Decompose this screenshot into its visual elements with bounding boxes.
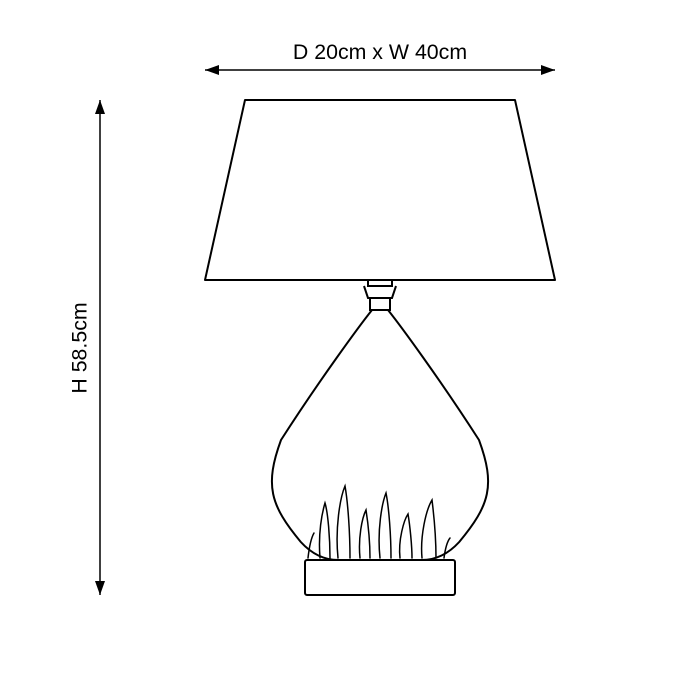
width-dim-arrow-right	[541, 65, 555, 75]
lamp-decor-reed	[379, 493, 391, 558]
lamp-base	[305, 560, 455, 595]
lamp-decor-reed	[319, 503, 330, 558]
lamp-shade	[205, 100, 555, 280]
lamp-decor-reed	[422, 500, 436, 558]
lamp-decor-reed	[359, 510, 370, 558]
height-dim-arrow-top	[95, 100, 105, 114]
height-dim-arrow-bottom	[95, 581, 105, 595]
lamp-neck-top	[368, 280, 392, 286]
lamp-neck-stem	[370, 298, 390, 310]
lamp-decor-reed	[400, 514, 412, 558]
lamp-decor-reed	[308, 533, 314, 558]
lamp-decor-reed	[444, 538, 450, 558]
height-dimension-label: H 58.5cm	[68, 302, 93, 393]
width-dimension-label: D 20cm x W 40cm	[293, 40, 467, 65]
width-dim-arrow-left	[205, 65, 219, 75]
lamp-neck-taper	[364, 286, 396, 298]
lamp-technical-drawing	[0, 0, 700, 700]
diagram-container: H 58.5cm D 20cm x W 40cm	[0, 0, 700, 700]
lamp-decor-reed	[337, 486, 350, 558]
